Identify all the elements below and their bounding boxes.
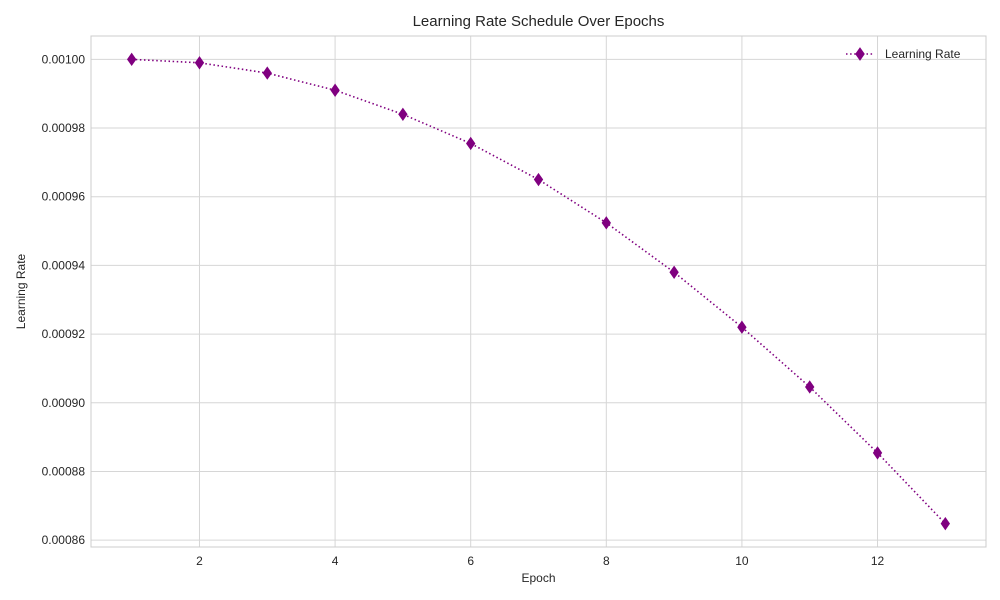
y-axis-ticks: 0.00086 0.00088 0.00090 0.00092 0.00094 0.000… <box>42 52 86 547</box>
data-point <box>805 380 815 394</box>
y-tick-label: 0.00092 <box>42 327 86 341</box>
x-axis-title: Epoch <box>521 571 555 585</box>
data-point <box>262 66 272 80</box>
y-axis-title: Learning Rate <box>14 253 28 329</box>
x-tick-label: 6 <box>467 554 474 568</box>
data-point <box>669 265 679 279</box>
y-tick-label: 0.00100 <box>42 52 86 66</box>
y-tick-label: 0.00096 <box>42 190 86 204</box>
y-tick-label: 0.00088 <box>42 464 86 478</box>
data-point <box>940 516 951 531</box>
x-tick-label: 12 <box>871 554 885 568</box>
data-point <box>872 446 883 460</box>
y-tick-label: 0.00094 <box>42 258 86 272</box>
chart-title: Learning Rate Schedule Over Epochs <box>413 13 665 30</box>
grid-lines <box>91 36 986 547</box>
legend-marker <box>855 47 865 61</box>
series-layer <box>126 52 951 531</box>
x-tick-label: 4 <box>332 554 339 568</box>
legend-label: Learning Rate <box>885 47 961 61</box>
x-tick-label: 2 <box>196 554 203 568</box>
data-point <box>194 56 205 70</box>
data-point <box>398 107 408 121</box>
data-point <box>601 216 611 230</box>
data-point <box>126 52 137 67</box>
legend: Learning Rate <box>846 47 961 61</box>
series-line <box>131 58 946 525</box>
y-tick-label: 0.00086 <box>42 533 86 547</box>
data-point <box>466 136 476 151</box>
plot-area-frame <box>90 35 987 548</box>
x-tick-label: 10 <box>735 554 749 568</box>
data-point <box>737 320 747 334</box>
y-tick-label: 0.00098 <box>42 121 86 135</box>
y-tick-label: 0.00090 <box>42 396 86 410</box>
x-axis-ticks: 2 4 6 8 10 12 <box>196 554 884 568</box>
data-point <box>533 172 544 187</box>
x-tick-label: 8 <box>603 554 610 568</box>
data-point <box>330 83 340 97</box>
